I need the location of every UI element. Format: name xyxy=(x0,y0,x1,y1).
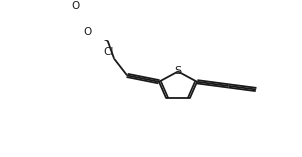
Text: O: O xyxy=(84,27,92,37)
Text: S: S xyxy=(175,67,182,76)
Text: Cl: Cl xyxy=(103,47,113,57)
Text: O: O xyxy=(71,1,79,11)
